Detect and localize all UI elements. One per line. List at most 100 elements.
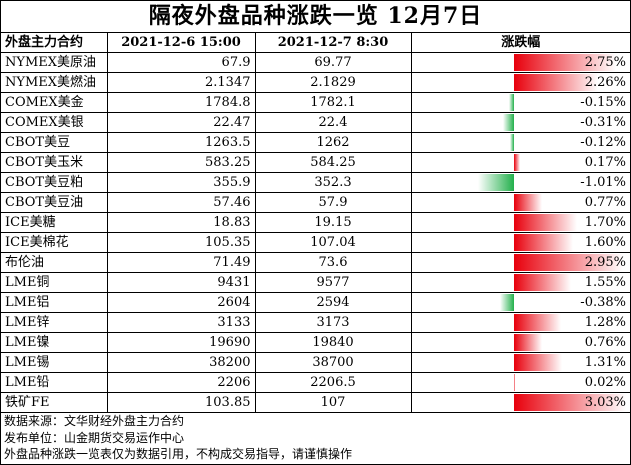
header-contract: 外盘主力合约: [1, 33, 108, 53]
table-row: 布伦油 71.49 73.6 2.95%: [1, 252, 630, 273]
curr-price: 19840: [254, 332, 412, 353]
contract-name: 铁矿FE: [1, 392, 108, 413]
change-bar: [513, 314, 561, 331]
change-pct: 1.28%: [584, 315, 626, 330]
curr-price: 1262: [254, 132, 412, 153]
change-bar: [477, 174, 514, 191]
table-row: ICE美棉花 105.35 107.04 1.60%: [1, 232, 630, 253]
curr-price: 107.04: [254, 232, 412, 253]
change-pct: 2.75%: [584, 55, 626, 70]
curr-price: 57.9: [254, 192, 412, 213]
contract-name: ICE美糖: [1, 212, 108, 233]
prev-price: 355.9: [106, 172, 256, 193]
prev-price: 105.35: [106, 232, 256, 253]
curr-price: 22.4: [254, 112, 412, 133]
change-cell: 1.55%: [410, 272, 630, 293]
prev-price: 2.1347: [106, 72, 256, 93]
contract-name: CBOT美豆: [1, 132, 108, 153]
price-table: 外盘主力合约 2021-12-6 15:00 2021-12-7 8:30 涨跌…: [1, 33, 630, 413]
curr-price: 73.6: [254, 252, 412, 273]
change-bar: [513, 274, 571, 291]
change-bar: [513, 74, 598, 91]
header-curr-time: 2021-12-7 8:30: [254, 33, 412, 53]
contract-name: NYMEX美原油: [1, 52, 108, 73]
change-bar: [513, 214, 577, 231]
note-disclaimer: 外盘品种涨跌一览表仅为数据引用，不构成交易指导，请谨慎操作: [4, 447, 353, 461]
change-cell: 3.03%: [410, 392, 630, 413]
table-row: LME铅 2206 2206.5 0.02%: [1, 372, 630, 393]
table-row: CBOT美豆油 57.46 57.9 0.77%: [1, 192, 630, 213]
header-row: 外盘主力合约 2021-12-6 15:00 2021-12-7 8:30 涨跌…: [1, 33, 630, 53]
table-row: LME铜 9431 9577 1.55%: [1, 272, 630, 293]
prev-price: 22.47: [106, 112, 256, 133]
change-pct: 0.02%: [584, 375, 626, 390]
change-pct: -0.38%: [580, 295, 626, 310]
table-row: CBOT美豆粕 355.9 352.3 -1.01%: [1, 172, 630, 193]
change-bar: [513, 54, 616, 71]
change-pct: 1.55%: [584, 275, 626, 290]
prev-price: 19690: [106, 332, 256, 353]
prev-price: 2206: [106, 372, 256, 393]
change-pct: 1.70%: [584, 215, 626, 230]
change-pct: 1.60%: [584, 235, 626, 250]
change-bar: [508, 94, 514, 111]
curr-price: 38700: [254, 352, 412, 373]
change-cell: 0.77%: [410, 192, 630, 213]
table-row: NYMEX美原油 67.9 69.77 2.75%: [1, 52, 630, 73]
change-bar: [513, 194, 542, 211]
change-pct: 0.76%: [584, 335, 626, 350]
curr-price: 3173: [254, 312, 412, 333]
change-pct: 0.17%: [584, 155, 626, 170]
change-cell: -1.01%: [410, 172, 630, 193]
change-bar: [513, 354, 562, 371]
change-pct: 0.77%: [584, 195, 626, 210]
change-cell: -0.15%: [410, 92, 630, 113]
change-bar: [513, 334, 542, 351]
contract-name: CBOT美豆粕: [1, 172, 108, 193]
contract-name: COMEX美银: [1, 112, 108, 133]
table-row: COMEX美银 22.47 22.4 -0.31%: [1, 112, 630, 133]
table-row: LME铝 2604 2594 -0.38%: [1, 292, 630, 313]
curr-price: 19.15: [254, 212, 412, 233]
table-row: LME镍 19690 19840 0.76%: [1, 332, 630, 353]
note-publisher: 发布单位：山金期货交易运作中心: [4, 430, 185, 445]
price-table-body: 外盘主力合约 2021-12-6 15:00 2021-12-7 8:30 涨跌…: [1, 33, 630, 413]
prev-price: 3133: [106, 312, 256, 333]
change-cell: 1.28%: [410, 312, 630, 333]
curr-price: 584.25: [254, 152, 412, 173]
prev-price: 18.83: [106, 212, 256, 233]
prev-price: 57.46: [106, 192, 256, 213]
contract-name: LME锡: [1, 352, 108, 373]
change-pct: 1.31%: [584, 355, 626, 370]
change-cell: 2.26%: [410, 72, 630, 93]
change-pct: 3.03%: [584, 395, 626, 410]
page-title: 隔夜外盘品种涨跌一览 12月7日: [1, 1, 630, 33]
table-row: 铁矿FE 103.85 107 3.03%: [1, 392, 630, 413]
contract-name: CBOT美豆油: [1, 192, 108, 213]
change-cell: 2.75%: [410, 52, 630, 73]
change-bar: [513, 254, 623, 271]
note-source: 数据来源：文华财经外盘主力合约: [4, 414, 185, 428]
table-row: NYMEX美燃油 2.1347 2.1829 2.26%: [1, 72, 630, 93]
change-cell: -0.38%: [410, 292, 630, 313]
change-bar: [502, 114, 514, 131]
change-pct: -1.01%: [580, 175, 626, 190]
change-cell: 0.02%: [410, 372, 630, 393]
table-row: LME锡 38200 38700 1.31%: [1, 352, 630, 373]
curr-price: 69.77: [254, 52, 412, 73]
prev-price: 1263.5: [106, 132, 256, 153]
contract-name: COMEX美金: [1, 92, 108, 113]
header-change: 涨跌幅: [410, 33, 630, 53]
change-pct: -0.31%: [580, 115, 626, 130]
contract-name: LME铅: [1, 372, 108, 393]
curr-price: 2594: [254, 292, 412, 313]
change-pct: -0.15%: [580, 95, 626, 110]
curr-price: 2.1829: [254, 72, 412, 93]
change-bar: [513, 394, 626, 411]
table-row: CBOT美玉米 583.25 584.25 0.17%: [1, 152, 630, 173]
footnotes: 数据来源：文华财经外盘主力合约 发布单位：山金期货交易运作中心 外盘品种涨跌一览…: [4, 413, 352, 463]
change-bar: [499, 294, 514, 311]
contract-name: LME铜: [1, 272, 108, 293]
change-pct: 2.26%: [584, 75, 626, 90]
change-cell: 1.70%: [410, 212, 630, 233]
